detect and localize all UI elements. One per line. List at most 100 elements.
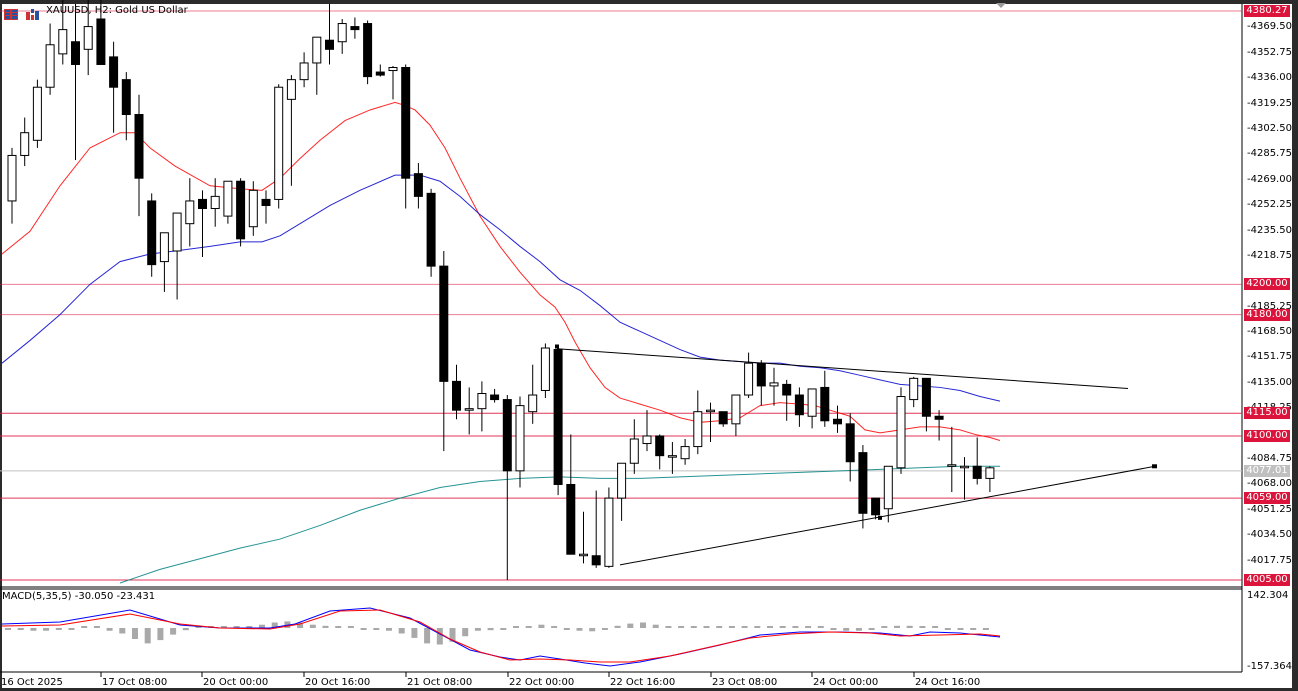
window-top-border bbox=[0, 0, 1298, 4]
chart-stats-icon[interactable] bbox=[26, 5, 40, 20]
macd-histogram-bar bbox=[271, 622, 278, 628]
macd-histogram-bar bbox=[728, 626, 735, 628]
macd-histogram-bar bbox=[132, 628, 138, 639]
macd-histogram-bar bbox=[551, 626, 558, 628]
macd-histogram-bar bbox=[474, 628, 481, 631]
macd-histogram-bar bbox=[347, 626, 354, 628]
macd-histogram-bar bbox=[436, 628, 443, 645]
bull-candle bbox=[744, 362, 754, 396]
macd-histogram-bar bbox=[182, 628, 189, 631]
macd-histogram-bar bbox=[81, 626, 88, 628]
time-tick-label: 21 Oct 08:00 bbox=[407, 677, 473, 688]
macd-histogram-bar bbox=[106, 628, 113, 631]
time-tick-label: 20 Oct 16:00 bbox=[305, 677, 371, 688]
bull-candle bbox=[693, 411, 703, 448]
grid-menu-icon[interactable] bbox=[4, 5, 18, 20]
macd-histogram-bar bbox=[513, 626, 519, 628]
macd-histogram-bar bbox=[55, 628, 62, 630]
time-tick-label: 17 Oct 08:00 bbox=[102, 677, 168, 688]
chart-title: XAUUSD, H2: Gold US Dollar bbox=[46, 5, 188, 16]
price-level-tag: 4077.01 bbox=[1244, 464, 1290, 477]
bull-candle bbox=[223, 180, 233, 217]
bear-candle bbox=[718, 411, 728, 425]
bull-candle bbox=[172, 212, 182, 252]
trendline-anchor bbox=[878, 515, 882, 520]
bull-candle bbox=[388, 67, 398, 72]
bear-candle bbox=[553, 349, 563, 485]
macd-histogram-bar bbox=[855, 628, 862, 631]
macd-histogram-bar bbox=[627, 623, 634, 628]
bear-candle bbox=[413, 173, 423, 197]
bear-candle bbox=[655, 435, 665, 457]
bull-candle bbox=[960, 465, 969, 469]
bear-candle bbox=[871, 497, 881, 516]
macd-histogram-bar bbox=[259, 624, 265, 628]
macd-histogram-bar bbox=[614, 625, 621, 628]
price-tick-label: -4235.50 bbox=[1247, 224, 1292, 236]
bull-candle bbox=[515, 405, 525, 472]
bull-candle bbox=[312, 36, 322, 64]
price-tick-label: -4336.00 bbox=[1247, 72, 1292, 84]
price-tick-label: -4051.25 bbox=[1247, 503, 1292, 515]
bear-candle bbox=[109, 56, 119, 88]
bull-candle bbox=[617, 462, 627, 499]
bull-candle bbox=[20, 132, 30, 156]
bull-candle bbox=[83, 26, 93, 50]
macd-signal-line bbox=[1, 609, 1001, 663]
bull-candle bbox=[464, 408, 474, 411]
price-tick-label: -4084.75 bbox=[1247, 453, 1292, 465]
price-tick-label: -4151.75 bbox=[1247, 351, 1292, 363]
bull-candle bbox=[299, 62, 309, 81]
trendline-anchor bbox=[1152, 464, 1157, 469]
bear-candle bbox=[439, 265, 449, 382]
bull-candle bbox=[286, 79, 296, 100]
price-level-tag: 4100.00 bbox=[1244, 429, 1290, 442]
macd-histogram-bar bbox=[233, 626, 240, 628]
bear-candle bbox=[794, 394, 804, 416]
macd-histogram-bar bbox=[297, 622, 304, 628]
macd-axis-max: 142.304 bbox=[1247, 590, 1289, 601]
macd-histogram-bar bbox=[982, 628, 989, 630]
macd-histogram-bar bbox=[919, 626, 926, 628]
bull-candle bbox=[667, 455, 677, 458]
price-tick-label: -4352.75 bbox=[1247, 46, 1292, 58]
macd-histogram-bar bbox=[322, 625, 329, 628]
bear-candle bbox=[96, 18, 106, 65]
macd-histogram-bar bbox=[220, 626, 227, 628]
macd-histogram-bar bbox=[525, 626, 532, 628]
macd-histogram-bar bbox=[538, 624, 545, 628]
bear-candle bbox=[325, 39, 334, 50]
trendline bbox=[556, 348, 1129, 389]
bull-candle bbox=[274, 86, 284, 200]
time-tick-label: 16 Oct 2025 bbox=[1, 677, 63, 688]
price-tick-label: -4319.25 bbox=[1247, 97, 1292, 109]
macd-histogram-bar bbox=[424, 628, 431, 644]
time-tick-label: 20 Oct 00:00 bbox=[203, 677, 269, 688]
bull-candle bbox=[947, 464, 957, 467]
macd-histogram-bar bbox=[906, 625, 913, 628]
macd-histogram-bar bbox=[792, 626, 799, 628]
macd-histogram-bar bbox=[309, 624, 316, 628]
macd-histogram-bar bbox=[767, 626, 773, 628]
price-tick-label: -4017.75 bbox=[1247, 554, 1292, 566]
bull-candle bbox=[604, 497, 614, 567]
bear-candle bbox=[972, 465, 982, 479]
bear-candle bbox=[71, 41, 80, 65]
bear-candle bbox=[134, 114, 144, 179]
macd-histogram-bar bbox=[894, 625, 900, 628]
bear-candle bbox=[261, 198, 271, 206]
bull-candle bbox=[706, 409, 715, 413]
time-tick-label: 23 Oct 08:00 bbox=[712, 677, 778, 688]
macd-histogram-bar bbox=[944, 628, 951, 630]
macd-histogram-bar bbox=[589, 628, 596, 632]
bear-candle bbox=[921, 377, 931, 417]
price-level-tag: 4115.00 bbox=[1244, 407, 1290, 420]
macd-histogram-bar bbox=[868, 628, 875, 630]
bear-candle bbox=[820, 386, 830, 422]
moving-average-line bbox=[1, 174, 1001, 402]
macd-histogram-bar bbox=[5, 628, 11, 630]
bull-candle bbox=[58, 29, 68, 55]
chart-shift-marker[interactable] bbox=[996, 3, 1006, 8]
macd-histogram-bar bbox=[779, 626, 786, 628]
